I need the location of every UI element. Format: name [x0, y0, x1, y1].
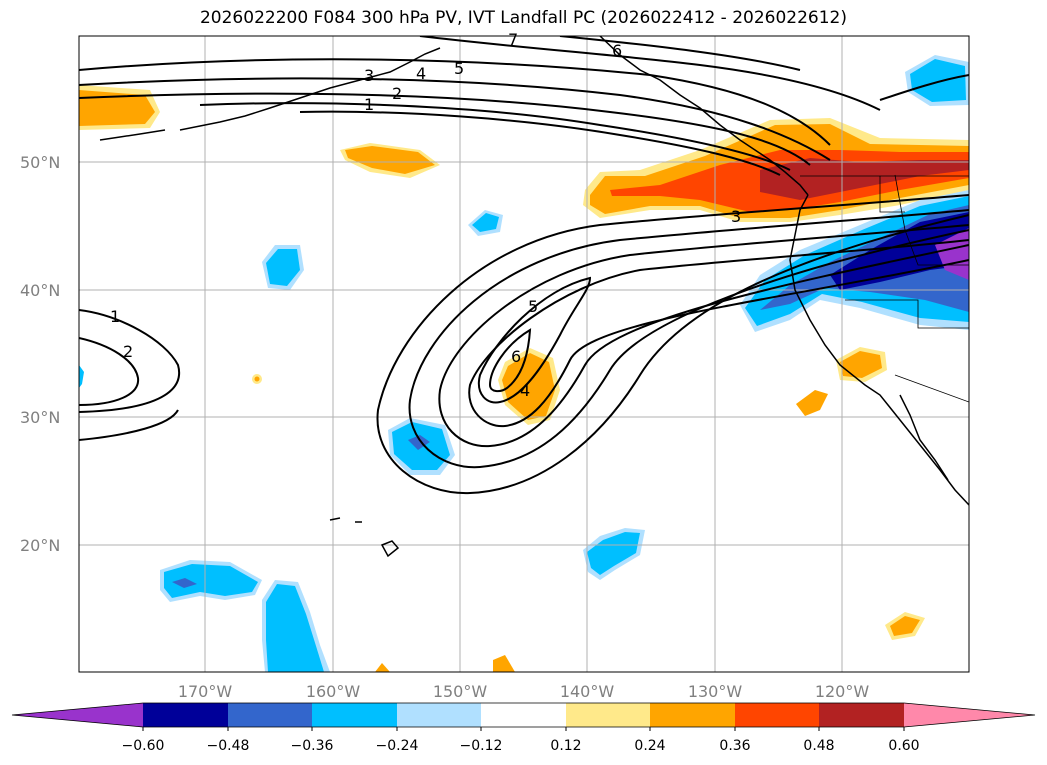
lat-label-20n: 20°N [20, 536, 60, 555]
contour-label-7-top: 7 [508, 30, 518, 49]
contour-label-5-trough: 5 [528, 297, 538, 316]
lon-label-150w: 150°W [433, 682, 488, 701]
map-frame [78, 35, 970, 673]
gridlines [79, 36, 969, 672]
colorbar-tick-label: −0.24 [376, 738, 419, 754]
latitude-labels: 50°N 40°N 30°N 20°N [20, 153, 60, 555]
lon-label-130w: 130°W [688, 682, 743, 701]
lat-label-30n: 30°N [20, 408, 60, 427]
contour-labels: 6 5 4 3 2 1 7 1 2 5 6 4 3 6 [110, 30, 741, 400]
contour-label-3-east: 3 [731, 207, 741, 226]
colorbar: −0.60 −0.48 −0.36 −0.24 −0.12 0.12 0.24 … [11, 702, 1036, 754]
colorbar-tick-label: −0.60 [122, 738, 165, 754]
colorbar-segment-5 [481, 703, 566, 727]
colorbar-segment-3 [312, 703, 397, 727]
colorbar-tick-label: 0.24 [634, 738, 665, 754]
contour-label-3-top: 3 [364, 66, 374, 85]
colorbar-tick-label: 0.60 [888, 738, 919, 754]
contour-label-4-trough: 4 [520, 381, 530, 400]
colorbar-tick-label: 0.48 [803, 738, 834, 754]
lat-label-40n: 40°N [20, 281, 60, 300]
colorbar-extend-right [904, 703, 1035, 727]
pv-contours [79, 36, 969, 495]
contour-label-6-top: 6 [612, 41, 622, 60]
contour-label-4-top: 4 [416, 64, 426, 83]
colorbar-segment-7 [650, 703, 735, 727]
lat-label-50n: 50°N [20, 153, 60, 172]
colorbar-segment-2 [228, 703, 312, 727]
colorbar-tick-label: −0.36 [291, 738, 334, 754]
colorbar-tick-label: 0.12 [550, 738, 581, 754]
contour-label-2-top: 2 [392, 84, 402, 103]
colorbar-tick-label: −0.12 [460, 738, 503, 754]
contour-label-1-west: 1 [110, 307, 120, 326]
lon-label-170w: 170°W [178, 682, 233, 701]
lon-label-140w: 140°W [560, 682, 615, 701]
map-title: 2026022200 F084 300 hPa PV, IVT Landfall… [199, 8, 847, 28]
contour-label-5-top: 5 [454, 59, 464, 78]
colorbar-extend-left [12, 703, 143, 727]
colorbar-segment-1 [143, 703, 228, 727]
colorbar-tick-label: 0.36 [719, 738, 750, 754]
contour-label-1-top: 1 [364, 95, 374, 114]
lon-label-120w: 120°W [815, 682, 870, 701]
colorbar-segment-9 [819, 703, 904, 727]
colorbar-segment-8 [735, 703, 819, 727]
coastlines [99, 36, 969, 558]
colorbar-segment-4 [397, 703, 481, 727]
contour-label-2-west: 2 [123, 342, 133, 361]
colorbar-tick-label: −0.48 [207, 738, 250, 754]
longitude-labels: 170°W 160°W 150°W 140°W 130°W 120°W [178, 682, 870, 701]
lon-label-160w: 160°W [306, 682, 361, 701]
contour-label-6-trough: 6 [511, 347, 521, 366]
colorbar-segment-6 [566, 703, 650, 727]
